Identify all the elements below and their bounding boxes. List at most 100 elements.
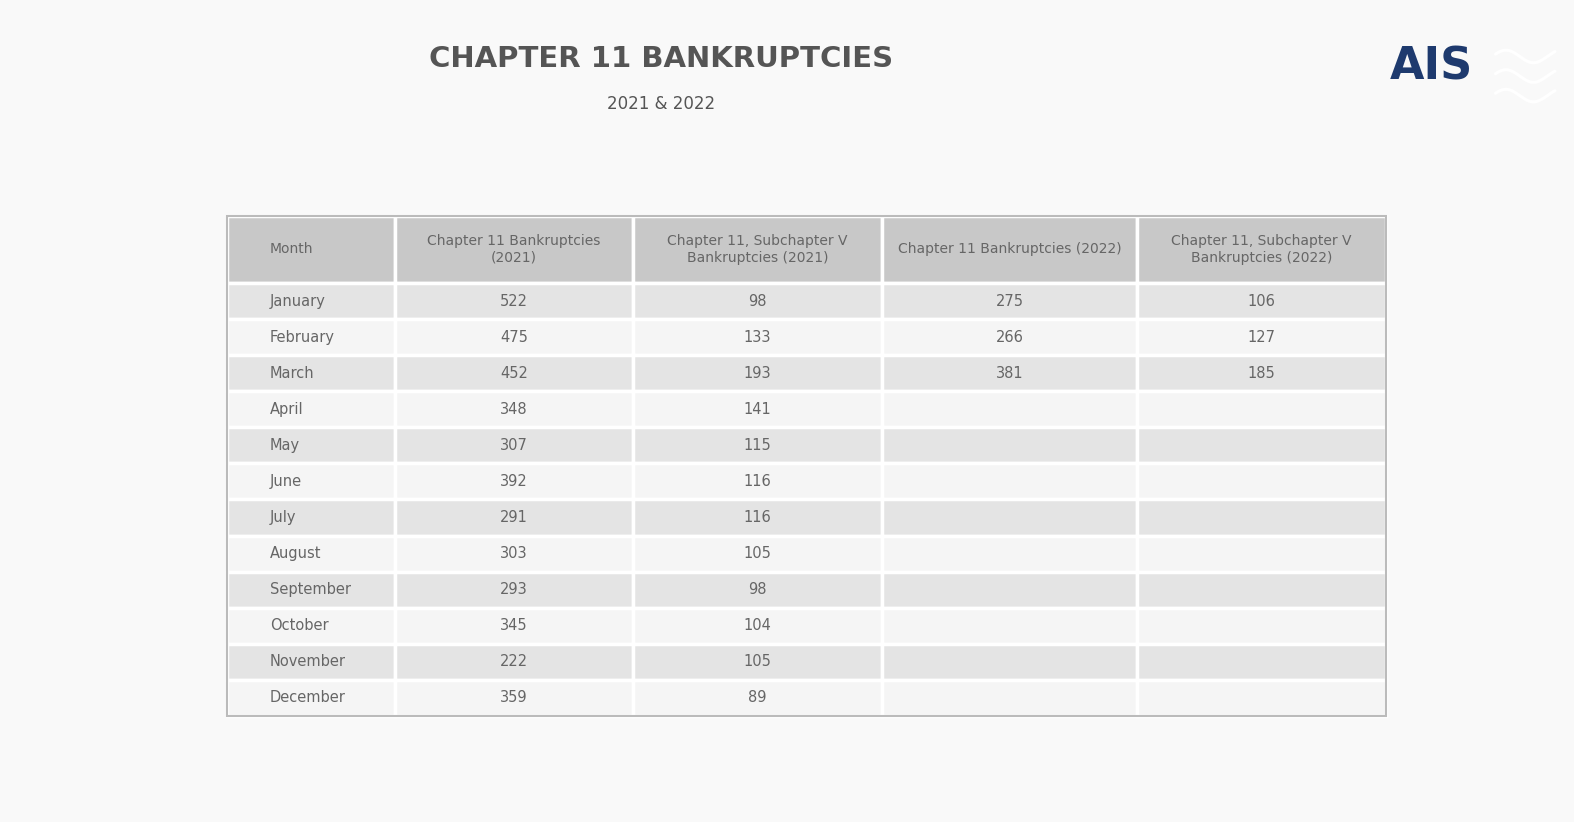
Bar bbox=[395, 500, 633, 536]
Text: 105: 105 bbox=[743, 654, 771, 669]
Bar bbox=[227, 536, 395, 571]
Text: November: November bbox=[271, 654, 346, 669]
Text: Chapter 11 Bankruptcies
(2021): Chapter 11 Bankruptcies (2021) bbox=[428, 234, 601, 265]
Bar bbox=[395, 464, 633, 500]
Text: 98: 98 bbox=[748, 293, 767, 309]
Bar bbox=[633, 215, 881, 284]
Text: Chapter 11 Bankruptcies (2022): Chapter 11 Bankruptcies (2022) bbox=[897, 242, 1121, 256]
Bar bbox=[227, 427, 395, 464]
Bar bbox=[633, 644, 881, 680]
Bar bbox=[395, 215, 633, 284]
Text: 116: 116 bbox=[743, 510, 771, 525]
Text: 452: 452 bbox=[501, 366, 527, 381]
Text: Month: Month bbox=[271, 242, 313, 256]
Bar bbox=[395, 571, 633, 607]
Bar bbox=[633, 536, 881, 571]
Text: 475: 475 bbox=[501, 330, 527, 344]
Text: 303: 303 bbox=[501, 546, 527, 561]
Text: 115: 115 bbox=[743, 438, 771, 453]
Bar bbox=[881, 644, 1136, 680]
Bar bbox=[1136, 607, 1387, 644]
Bar bbox=[1136, 644, 1387, 680]
Text: 222: 222 bbox=[501, 654, 529, 669]
Bar bbox=[633, 680, 881, 716]
Bar bbox=[395, 284, 633, 319]
Text: 133: 133 bbox=[743, 330, 771, 344]
Bar bbox=[227, 464, 395, 500]
Text: 275: 275 bbox=[995, 293, 1023, 309]
Text: 293: 293 bbox=[501, 582, 527, 597]
Bar bbox=[227, 215, 1387, 716]
Text: CHAPTER 11 BANKRUPTCIES: CHAPTER 11 BANKRUPTCIES bbox=[430, 45, 892, 73]
Bar bbox=[1136, 536, 1387, 571]
Bar bbox=[881, 215, 1136, 284]
Bar bbox=[395, 391, 633, 427]
Bar bbox=[881, 536, 1136, 571]
Text: 105: 105 bbox=[743, 546, 771, 561]
Bar bbox=[1136, 284, 1387, 319]
Bar bbox=[395, 355, 633, 391]
Bar bbox=[395, 427, 633, 464]
Text: 291: 291 bbox=[501, 510, 527, 525]
Bar bbox=[881, 464, 1136, 500]
Bar bbox=[881, 607, 1136, 644]
Bar bbox=[227, 215, 395, 284]
Bar bbox=[227, 284, 395, 319]
Text: 522: 522 bbox=[501, 293, 527, 309]
Bar bbox=[1136, 680, 1387, 716]
Text: May: May bbox=[271, 438, 301, 453]
Text: September: September bbox=[271, 582, 351, 597]
Text: February: February bbox=[271, 330, 335, 344]
Text: Chapter 11, Subchapter V
Bankruptcies (2022): Chapter 11, Subchapter V Bankruptcies (2… bbox=[1171, 234, 1352, 265]
Text: 392: 392 bbox=[501, 474, 527, 489]
Bar bbox=[633, 391, 881, 427]
Bar bbox=[881, 571, 1136, 607]
Bar bbox=[1136, 391, 1387, 427]
Text: 2021 & 2022: 2021 & 2022 bbox=[608, 95, 715, 113]
Text: April: April bbox=[271, 402, 304, 417]
Text: July: July bbox=[271, 510, 296, 525]
Bar bbox=[633, 500, 881, 536]
Text: 345: 345 bbox=[501, 618, 527, 633]
Bar bbox=[633, 355, 881, 391]
Bar bbox=[227, 355, 395, 391]
Bar bbox=[1136, 355, 1387, 391]
Bar bbox=[395, 536, 633, 571]
Bar bbox=[395, 319, 633, 355]
Text: October: October bbox=[271, 618, 329, 633]
Bar bbox=[881, 680, 1136, 716]
Bar bbox=[1136, 427, 1387, 464]
Bar bbox=[881, 500, 1136, 536]
Text: December: December bbox=[271, 690, 346, 705]
Text: AIS: AIS bbox=[1390, 45, 1473, 88]
Text: 106: 106 bbox=[1248, 293, 1275, 309]
Bar bbox=[633, 464, 881, 500]
Bar bbox=[395, 644, 633, 680]
Bar bbox=[633, 571, 881, 607]
Bar bbox=[227, 319, 395, 355]
Text: 307: 307 bbox=[501, 438, 527, 453]
Text: 127: 127 bbox=[1248, 330, 1275, 344]
Bar bbox=[881, 355, 1136, 391]
Text: 359: 359 bbox=[501, 690, 527, 705]
Bar bbox=[633, 607, 881, 644]
Bar bbox=[1136, 319, 1387, 355]
Bar bbox=[395, 680, 633, 716]
Text: January: January bbox=[271, 293, 326, 309]
Text: 98: 98 bbox=[748, 582, 767, 597]
Text: 89: 89 bbox=[748, 690, 767, 705]
Text: August: August bbox=[271, 546, 321, 561]
Bar bbox=[227, 680, 395, 716]
Text: 104: 104 bbox=[743, 618, 771, 633]
Bar bbox=[227, 500, 395, 536]
Text: Chapter 11, Subchapter V
Bankruptcies (2021): Chapter 11, Subchapter V Bankruptcies (2… bbox=[667, 234, 848, 265]
Bar bbox=[1136, 215, 1387, 284]
Bar bbox=[227, 391, 395, 427]
Bar bbox=[881, 391, 1136, 427]
Bar bbox=[881, 284, 1136, 319]
Text: 193: 193 bbox=[743, 366, 771, 381]
Bar bbox=[1136, 464, 1387, 500]
Bar bbox=[227, 644, 395, 680]
Text: 116: 116 bbox=[743, 474, 771, 489]
Bar bbox=[633, 319, 881, 355]
